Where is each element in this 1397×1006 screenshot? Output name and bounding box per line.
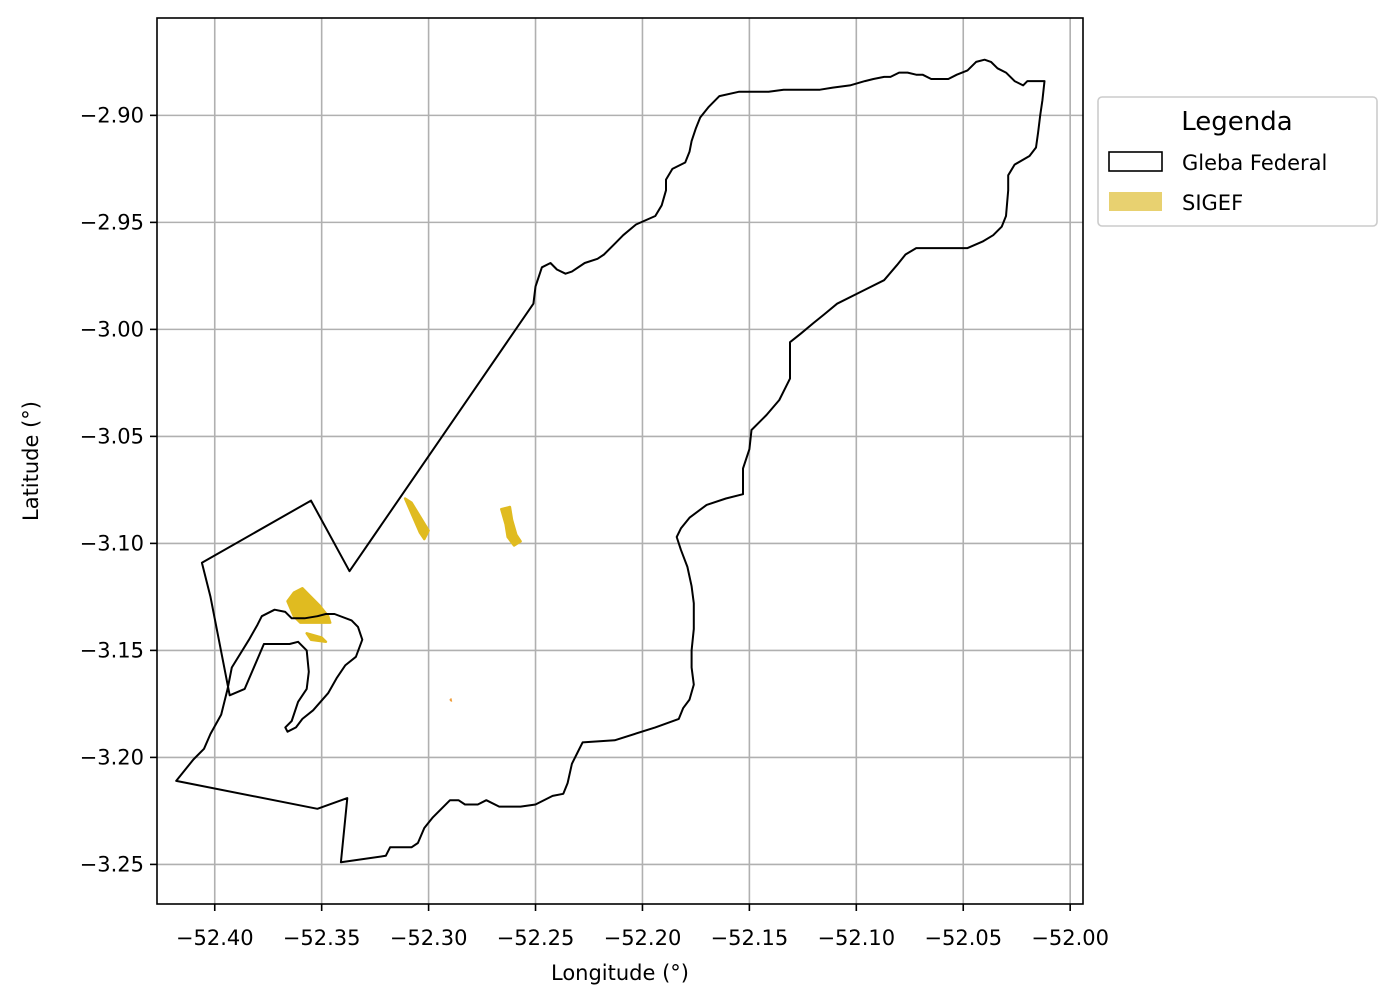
y-tick-label-7: −3.25	[80, 852, 144, 876]
x-tick-label-8: −52.00	[1031, 926, 1109, 950]
y-tick-label-3: −3.05	[80, 424, 144, 448]
sigef-parcel-4	[449, 698, 453, 702]
sigef-parcel-0	[286, 587, 332, 624]
x-tick-label-3: −52.25	[497, 926, 575, 950]
x-axis-ticks: −52.40 −52.35 −52.30 −52.25 −52.20 −52.15 −52.…	[176, 904, 1109, 950]
y-axis-ticks: −2.90 −2.95 −3.00 −3.05 −3.10 −3.15 −3.20 −3.25	[80, 103, 157, 876]
x-tick-label-6: −52.10	[817, 926, 895, 950]
gleba-federal-polygon	[175, 58, 1046, 864]
x-tick-label-5: −52.15	[711, 926, 789, 950]
y-axis-label: Latitude (°)	[19, 401, 43, 521]
grid	[157, 18, 1083, 904]
legend: Legenda Gleba Federal SIGEF	[1097, 96, 1378, 227]
x-tick-label-2: −52.30	[390, 926, 468, 950]
legend-swatch-sigef	[1109, 192, 1162, 211]
y-tick-label-0: −2.90	[80, 103, 144, 127]
y-tick-label-1: −2.95	[80, 210, 144, 234]
gleba-federal-layer	[175, 58, 1046, 864]
x-axis-label: Longitude (°)	[551, 961, 689, 985]
legend-label-gleba-federal: Gleba Federal	[1182, 151, 1327, 175]
x-tick-label-1: −52.35	[283, 926, 361, 950]
sigef-parcel-2	[403, 497, 430, 541]
x-tick-label-0: −52.40	[176, 926, 254, 950]
legend-swatch-gleba-federal	[1108, 151, 1163, 172]
y-tick-label-4: −3.10	[80, 531, 144, 555]
sigef-layer	[286, 497, 522, 702]
y-tick-label-6: −3.20	[80, 745, 144, 769]
plot-frame	[156, 17, 1084, 905]
y-tick-label-5: −3.15	[80, 638, 144, 662]
sigef-parcel-1	[305, 632, 328, 644]
legend-label-sigef: SIGEF	[1182, 191, 1243, 215]
legend-box	[1097, 96, 1378, 227]
x-tick-label-4: −52.20	[604, 926, 682, 950]
sigef-parcel-3	[500, 505, 522, 547]
x-tick-label-7: −52.05	[924, 926, 1002, 950]
legend-title: Legenda	[1181, 107, 1292, 137]
y-tick-label-2: −3.00	[80, 317, 144, 341]
